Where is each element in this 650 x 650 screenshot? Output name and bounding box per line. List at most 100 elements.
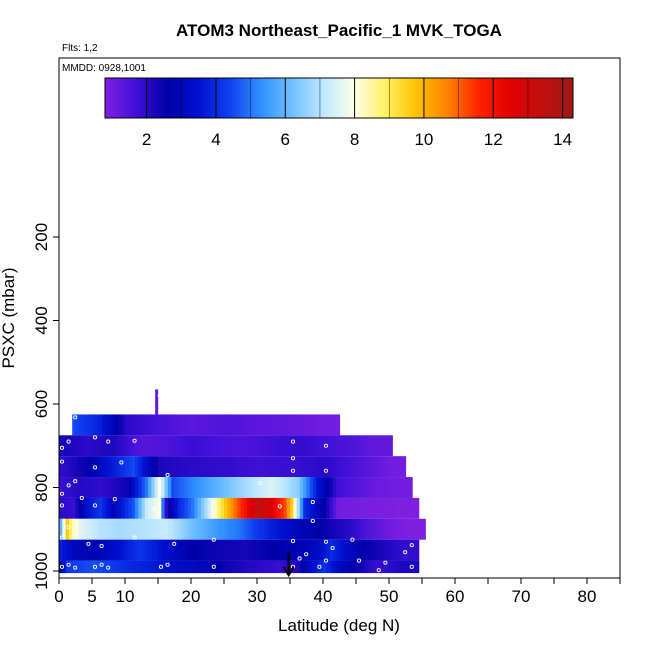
heatmap-cell	[210, 518, 215, 540]
heatmap-cell	[398, 456, 403, 478]
heatmap-cell	[78, 518, 83, 540]
heatmap-cell	[194, 414, 199, 436]
heatmap-cell	[210, 560, 215, 574]
heatmap-cell	[118, 414, 123, 436]
heatmap-cell	[290, 518, 294, 540]
heatmap-cell	[197, 560, 202, 574]
x-tick-label: 30	[248, 587, 267, 606]
heatmap-cell	[243, 497, 248, 519]
heatmap-cell	[233, 539, 238, 561]
heatmap-cell	[65, 456, 70, 478]
heatmap-cell	[154, 518, 159, 540]
chart-title: ATOM3 Northeast_Pacific_1 MVK_TOGA	[176, 21, 502, 40]
heatmap-cell	[65, 560, 70, 574]
heatmap-cell	[88, 518, 93, 540]
heatmap-cell	[313, 497, 317, 519]
heatmap-cell	[346, 456, 350, 478]
heatmap-cell	[290, 497, 294, 519]
heatmap-cell	[402, 539, 407, 561]
sample-point	[86, 541, 91, 546]
heatmap-cell	[158, 456, 162, 478]
heatmap-cell	[280, 456, 284, 478]
heatmap-cell	[82, 477, 86, 498]
heatmap-cell	[296, 497, 301, 519]
sample-point	[112, 497, 117, 502]
heatmap-cell	[138, 456, 143, 478]
heatmap-cell	[82, 435, 86, 457]
arrow-marker	[282, 552, 295, 578]
heatmap-cell	[257, 414, 261, 436]
heatmap-cell	[405, 539, 410, 561]
heatmap-cell	[240, 477, 245, 498]
heatmap-cell	[375, 518, 380, 540]
heatmap-cell	[98, 435, 103, 457]
heatmap-cell	[131, 456, 136, 478]
heatmap-cell	[392, 539, 397, 561]
heatmap-cell	[171, 539, 176, 561]
heatmap-cell	[118, 456, 123, 478]
heatmap-cell	[398, 518, 403, 540]
x-tick-label: 80	[578, 587, 597, 606]
heatmap-cell	[408, 539, 413, 561]
heatmap-cell	[375, 477, 380, 498]
heatmap-cell	[148, 477, 152, 498]
heatmap-cell	[200, 539, 205, 561]
heatmap-cell	[125, 456, 129, 478]
heatmap-cell	[286, 497, 291, 519]
heatmap-cell	[220, 518, 225, 540]
heatmap-cell	[326, 477, 331, 498]
heatmap-cell	[273, 497, 278, 519]
heatmap-cell	[412, 518, 416, 540]
heatmap-cell	[224, 456, 228, 478]
heatmap-cell	[92, 518, 96, 540]
heatmap-cell	[283, 560, 288, 574]
heatmap-cell	[346, 518, 350, 540]
heatmap-cell	[92, 539, 96, 561]
heatmap-cell	[167, 539, 172, 561]
heatmap-cell	[389, 497, 393, 519]
heatmap-cell	[240, 539, 245, 561]
heatmap-cell	[187, 456, 192, 478]
heatmap-cell	[257, 518, 261, 540]
heatmap-cell	[398, 497, 403, 519]
heatmap-cell	[224, 414, 228, 436]
heatmap-cell	[75, 518, 80, 540]
sample-point	[257, 481, 263, 486]
heatmap-cell	[243, 456, 248, 478]
heatmap-cell	[174, 456, 179, 478]
heatmap-cell	[329, 560, 334, 574]
heatmap-cell	[95, 414, 100, 436]
heatmap-cell	[382, 456, 387, 478]
heatmap-cell	[276, 497, 281, 519]
heatmap-cell	[167, 456, 172, 478]
heatmap-cell	[108, 497, 113, 519]
heatmap-cell	[240, 456, 245, 478]
heatmap-cell	[191, 414, 195, 436]
heatmap-cell	[270, 477, 275, 498]
heatmap-cell	[253, 435, 258, 457]
heatmap-cell	[263, 456, 268, 478]
heatmap-cell	[257, 539, 261, 561]
heatmap-cell	[62, 477, 67, 498]
y-axis-label: PSXC (mbar)	[0, 267, 18, 368]
heatmap-cell	[78, 497, 83, 519]
heatmap-cell	[85, 497, 90, 519]
heatmap-cell	[395, 539, 400, 561]
heatmap-cell	[82, 539, 86, 561]
heatmap-cell	[309, 560, 314, 574]
heatmap-cell	[75, 539, 80, 561]
heatmap-cell	[247, 539, 251, 561]
heatmap-cell	[59, 539, 63, 561]
heatmap-cell	[319, 497, 324, 519]
heatmap-cell	[227, 435, 232, 457]
heatmap-cell	[266, 414, 271, 436]
heatmap-cell	[332, 518, 337, 540]
heatmap-cell	[214, 539, 218, 561]
heatmap-cell	[253, 518, 258, 540]
heatmap-cell	[78, 560, 83, 574]
heatmap-cell	[273, 456, 278, 478]
heatmap-cell	[207, 518, 212, 540]
sample-point	[99, 562, 104, 567]
heatmap-cell	[121, 497, 126, 519]
heatmap-cell	[299, 518, 304, 540]
